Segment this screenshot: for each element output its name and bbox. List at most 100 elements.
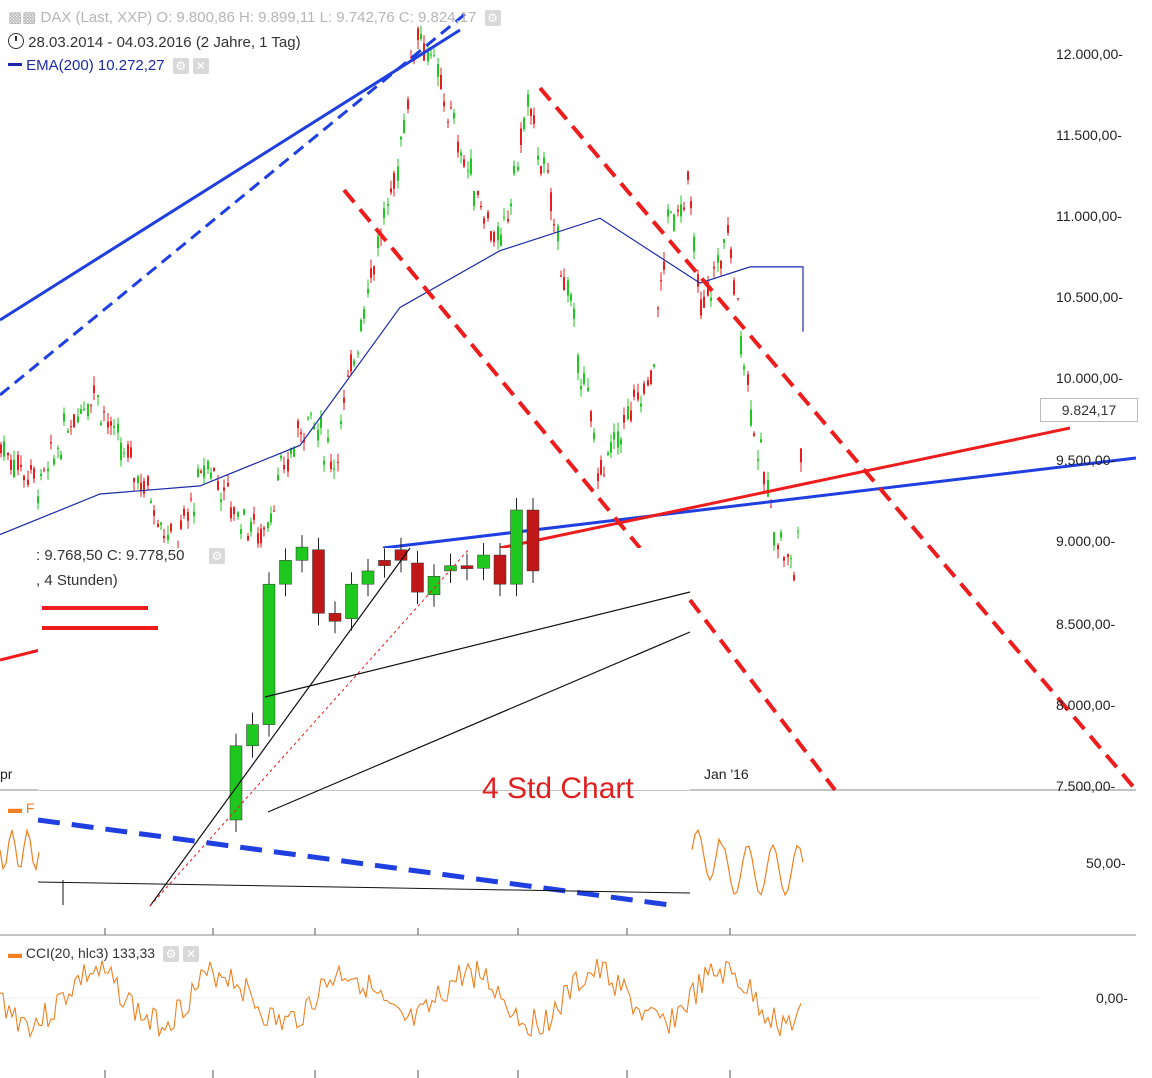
daily-candle-body: [597, 473, 599, 482]
axis-lines: [0, 789, 1136, 1078]
y-tick-8000: 8.000,00-: [1056, 697, 1116, 713]
daily-candle-body: [360, 319, 362, 332]
daily-candle-body: [210, 472, 212, 479]
ema-close-icon[interactable]: ✕: [192, 58, 209, 75]
main-price-chart: [0, 25, 804, 582]
daily-candle-body: [357, 352, 359, 354]
y-tick-11000: 11.000,00-: [1056, 208, 1122, 224]
daily-candle-body: [327, 437, 329, 442]
inset-red-dotted-line: [149, 547, 471, 907]
h4-candle-body: [460, 565, 474, 569]
y-tick-9500: 9.500,00-: [1056, 452, 1116, 468]
daily-candle-body: [133, 477, 135, 483]
blue-upper-trendline-solid: [0, 28, 461, 322]
daily-candle-body: [747, 374, 749, 385]
daily-candle-body: [690, 201, 692, 208]
trend-lines: [0, 8, 1138, 792]
red-upper-downtrend-dashed: [538, 86, 1138, 792]
daily-candle-body: [737, 298, 739, 300]
daily-candle-body: [417, 28, 419, 40]
daily-candle-body: [710, 297, 712, 301]
y-tick-12000: 12.000,00-: [1056, 46, 1123, 62]
ema-line: EMA(200) 10.272,27 ⚙ ✕: [8, 57, 209, 75]
daily-candle-body: [70, 426, 72, 428]
daily-candle-body: [220, 499, 222, 502]
daily-candle-body: [67, 430, 69, 433]
last-price-tag: 9.824,17: [1040, 398, 1138, 422]
daily-candle-body: [387, 203, 389, 206]
daily-candle-body: [620, 439, 622, 445]
daily-candle-body: [150, 501, 152, 504]
settings-gear-icon[interactable]: ⚙: [484, 10, 501, 27]
daily-candle-body: [663, 261, 665, 270]
daily-candle-body: [770, 506, 772, 508]
daily-candle-body: [113, 425, 115, 428]
daily-candle-body: [247, 536, 249, 541]
daily-candle-body: [273, 510, 275, 512]
cci-line: [0, 958, 802, 1039]
daily-candle-body: [250, 521, 252, 532]
h4-candle-body: [328, 613, 342, 622]
daily-candle-body: [640, 403, 642, 407]
daily-candle-body: [490, 231, 492, 241]
chart-type-icon[interactable]: ▩▩: [8, 9, 37, 26]
daily-candle-body: [50, 442, 52, 444]
black-oscillator-line: [37, 881, 691, 894]
cci-settings-icon[interactable]: ⚙: [162, 946, 179, 963]
inset-steep-support: [149, 547, 411, 907]
daily-candle-body: [797, 530, 799, 532]
daily-candle-body: [733, 280, 735, 295]
daily-candle-body: [190, 498, 192, 500]
clock-icon[interactable]: [8, 33, 24, 49]
ema-200-line: [0, 217, 804, 536]
daily-candle-body: [440, 74, 442, 90]
daily-candle-body: [487, 212, 489, 219]
daily-candle-body: [107, 421, 109, 428]
daily-candle-body: [323, 460, 325, 465]
daily-candle-body: [433, 55, 435, 57]
ema-settings-icon[interactable]: ⚙: [172, 58, 189, 75]
inset-4h-chart: [38, 498, 837, 907]
daily-candle-body: [483, 218, 485, 224]
h4-candle-body: [378, 560, 391, 566]
daily-candle-body: [377, 236, 379, 249]
daily-candle-body: [563, 277, 565, 291]
daily-candle-body: [253, 513, 255, 520]
inset-settings-icon[interactable]: ⚙: [205, 547, 225, 565]
daily-candle-body: [543, 157, 545, 164]
daily-candle-body: [197, 468, 199, 477]
daily-candle-body: [570, 294, 572, 301]
middle-osc-right: [691, 828, 804, 897]
y-tick-10500: 10.500,00-: [1056, 289, 1123, 305]
cci-close-icon[interactable]: ✕: [182, 946, 199, 963]
daily-candle-body: [667, 209, 669, 217]
daily-candle-body: [337, 461, 339, 463]
daily-candle-body: [693, 236, 695, 252]
daily-candle-body: [493, 232, 495, 243]
daily-candle-body: [333, 468, 335, 470]
ema-color-swatch: [8, 63, 22, 66]
daily-candle-body: [533, 115, 535, 124]
cci-panel-tick: 0,00-: [1096, 990, 1128, 1006]
daily-candle-body: [557, 226, 559, 242]
red-lower-downtrend-dashed: [342, 188, 642, 550]
daily-candle-body: [170, 523, 172, 532]
daily-candle-body: [30, 465, 32, 470]
h4-candle-body: [493, 554, 507, 585]
daily-candle-body: [713, 266, 715, 269]
daily-candle-body: [623, 414, 625, 423]
daily-candle-body: [100, 423, 102, 426]
cci-label: CCI(20, hlc3): [25, 945, 109, 961]
y-tick-11500: 11.500,00-: [1056, 127, 1122, 143]
daily-candle-body: [800, 448, 802, 463]
daily-candle-body: [513, 165, 515, 174]
daily-candle-body: [777, 544, 779, 550]
daily-candle-body: [313, 426, 315, 430]
daily-candle-body: [3, 441, 5, 457]
daily-candle-body: [300, 432, 302, 435]
h4-candle-body: [279, 560, 292, 585]
daily-candle-body: [350, 354, 352, 372]
daily-candle-body: [290, 448, 292, 454]
inset-wedge-lower: [267, 631, 691, 813]
daily-candle-body: [47, 468, 49, 472]
